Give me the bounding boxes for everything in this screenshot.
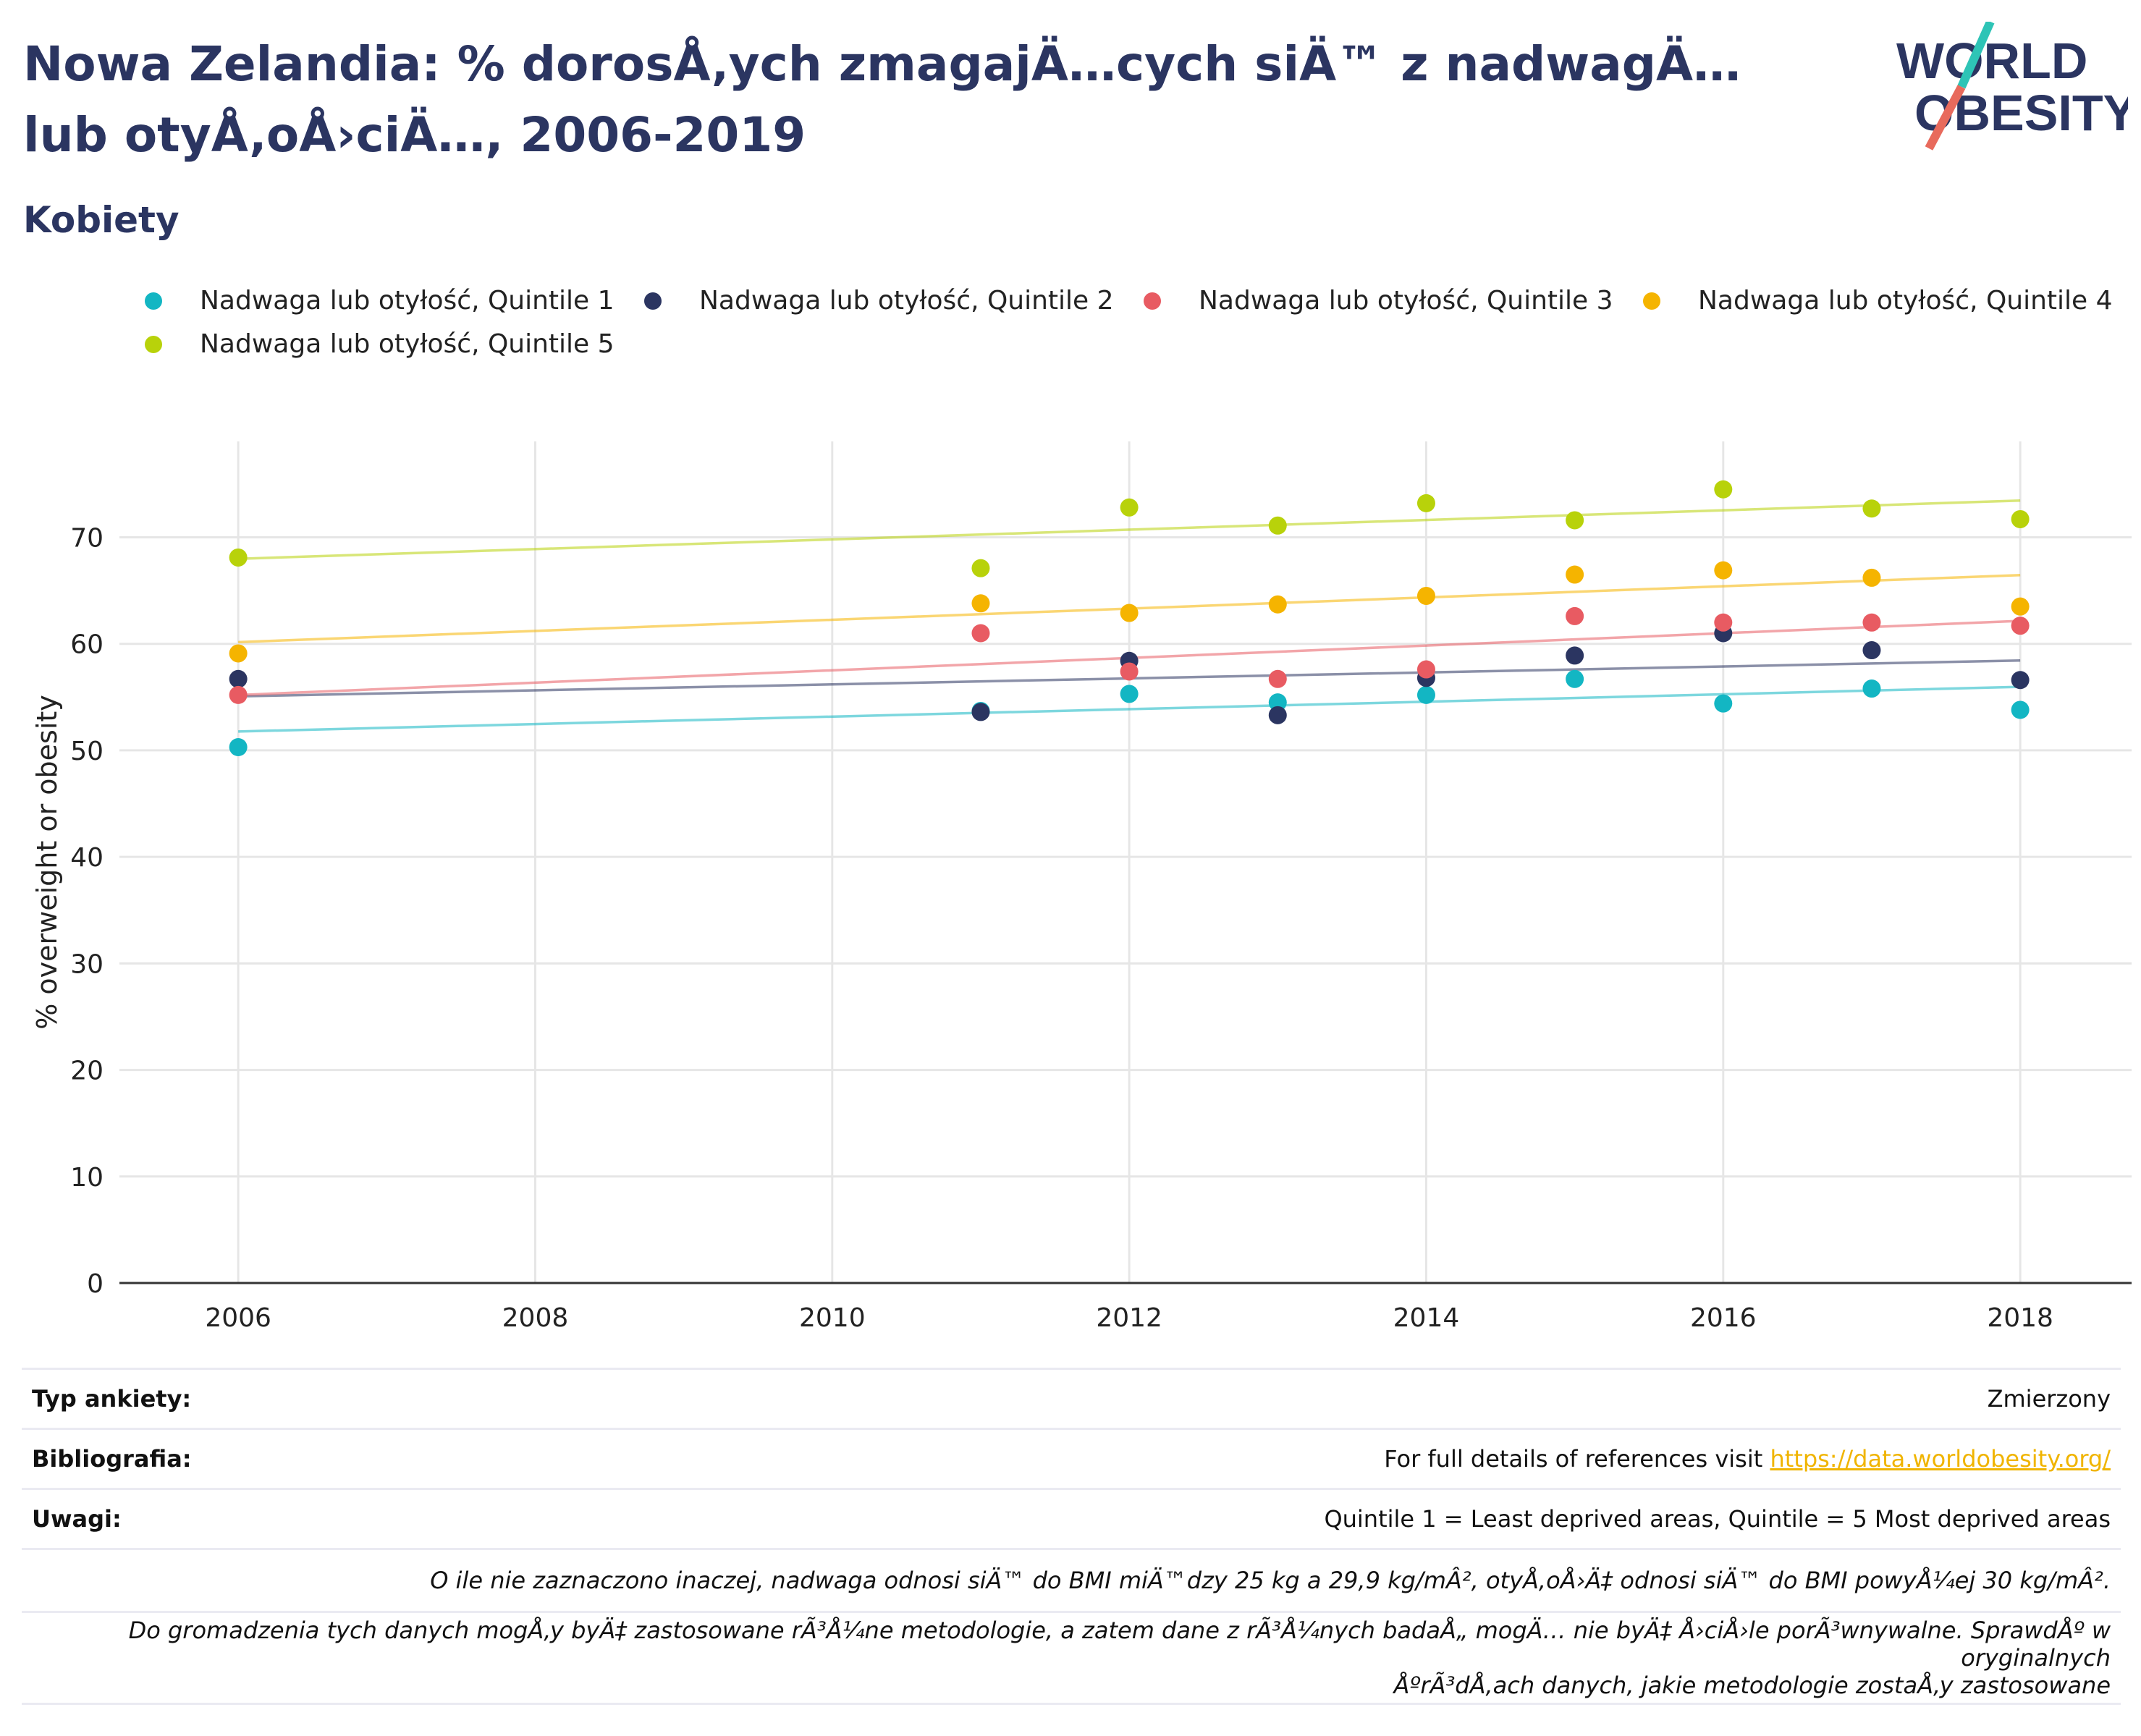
data-point-q4 [971, 594, 990, 613]
data-point-q3 [1566, 606, 1584, 625]
data-point-q5 [2011, 509, 2030, 528]
legend-dot-q2 [644, 292, 662, 310]
data-point-q3 [1120, 662, 1139, 681]
legend-label-q2: Nadwaga lub otyłość, Quintile 2 [699, 286, 1114, 316]
data-point-q2 [1268, 706, 1287, 724]
logo-slash-teal [1957, 22, 1995, 89]
data-point-q4 [1714, 561, 1733, 580]
data-point-q2 [1566, 646, 1584, 665]
x-tick-label: 2006 [205, 1303, 271, 1333]
y-tick-label: 70 [70, 523, 104, 553]
data-point-q4 [1862, 568, 1881, 587]
y-tick-label: 0 [87, 1269, 104, 1299]
references-link[interactable]: https://data.worldobesity.org/ [1770, 1445, 2111, 1473]
legend-label-q1: Nadwaga lub otyłość, Quintile 1 [200, 286, 615, 316]
footer-notes-row: Uwagi: Quintile 1 = Least deprived areas… [22, 1488, 2121, 1548]
data-point-q3 [1416, 660, 1435, 679]
data-point-q5 [971, 559, 990, 577]
data-point-q3 [971, 624, 990, 643]
data-point-q1 [1714, 694, 1733, 713]
data-point-q1 [1268, 693, 1287, 712]
data-point-q1 [1862, 679, 1881, 698]
data-point-q3 [1862, 613, 1881, 632]
y-tick-label: 10 [70, 1163, 104, 1193]
data-point-q5 [1268, 516, 1287, 535]
references-label: Bibliografia: [32, 1445, 192, 1473]
data-point-q4 [229, 644, 248, 663]
data-point-q4 [1268, 595, 1287, 614]
chart-footer: Typ ankiety: Zmierzony Bibliografia: For… [22, 1368, 2121, 1705]
data-point-q1 [1566, 669, 1584, 688]
notes-label: Uwagi: [32, 1505, 122, 1533]
data-point-q5 [1714, 480, 1733, 499]
x-tick-label: 2008 [502, 1303, 569, 1333]
x-tick-label: 2010 [799, 1303, 866, 1333]
data-point-q3 [1714, 613, 1733, 632]
logo-line1: WORLD [1896, 33, 2087, 89]
x-tick-label: 2014 [1393, 1303, 1460, 1333]
data-point-q2 [971, 703, 990, 721]
footer-references-row: Bibliografia: For full details of refere… [22, 1428, 2121, 1488]
legend-label-q5: Nadwaga lub otyłość, Quintile 5 [200, 329, 615, 359]
data-point-q5 [1120, 498, 1139, 517]
data-point-q1 [1120, 685, 1139, 703]
data-point-q4 [2011, 597, 2030, 616]
legend-item-q5[interactable]: Nadwaga lub otyłość, Quintile 5 [145, 329, 615, 359]
page-title: Nowa Zelandia: % dorosÅ‚ych zmagajÄ…cych… [23, 36, 1741, 163]
references-text: For full details of references visit [1384, 1445, 1770, 1473]
methods-note-line2: ÅºrÃ³dÅ‚ach danych, jakie metodologie zo… [1393, 1672, 2111, 1699]
data-point-q4 [1120, 604, 1139, 622]
legend-label-q3: Nadwaga lub otyłość, Quintile 3 [1199, 286, 1613, 316]
data-point-q1 [1416, 685, 1435, 704]
y-tick-label: 60 [70, 630, 104, 660]
scatter-chart: 0 10 20 30 40 50 60 70 2006 2008 2010 2012 2014 2016 2… [31, 441, 2132, 1333]
data-point-q3 [2011, 617, 2030, 635]
data-point-q1 [2011, 700, 2030, 719]
methods-note-line1: Do gromadzenia tych danych mogÅ‚y byÄ‡ z… [128, 1617, 2111, 1672]
y-tick-label: 30 [70, 949, 104, 979]
legend-dot-q4 [1643, 292, 1660, 310]
references-value: For full details of references visit htt… [1384, 1445, 2111, 1473]
y-tick-label: 20 [70, 1057, 104, 1086]
footer-methods-note-row: Do gromadzenia tych danych mogÅ‚y byÄ‡ z… [22, 1611, 2121, 1705]
data-point-q5 [1862, 499, 1881, 518]
data-point-q2 [229, 669, 248, 688]
page-subtitle: Kobiety [23, 199, 180, 241]
y-tick-label: 50 [70, 737, 104, 766]
legend-label-q4: Nadwaga lub otyłość, Quintile 4 [1698, 286, 2113, 316]
legend-dot-q5 [145, 335, 162, 353]
y-axis-label: % overweight or obesity [31, 695, 63, 1030]
world-obesity-logo: WORLD OBESITY [1896, 22, 2128, 151]
data-point-q2 [1862, 641, 1881, 660]
data-point-q5 [1566, 511, 1584, 530]
data-point-q4 [1566, 565, 1584, 584]
logo-slash-coral [1925, 85, 1966, 151]
trendline-q5 [238, 499, 2021, 560]
legend-dot-q1 [145, 292, 162, 310]
bmi-note: O ile nie zaznaczono inaczej, nadwaga od… [430, 1567, 2111, 1594]
x-tick-label: 2016 [1690, 1303, 1757, 1333]
data-point-q5 [1416, 494, 1435, 512]
data-point-q4 [1416, 586, 1435, 605]
data-point-q3 [229, 685, 248, 704]
survey-type-value: Zmierzony [1987, 1385, 2111, 1413]
trendline-q1 [238, 685, 2021, 733]
data-point-q3 [1268, 669, 1287, 688]
x-tick-label: 2012 [1096, 1303, 1162, 1333]
y-tick-label: 40 [70, 843, 104, 873]
x-tick-label: 2018 [1987, 1303, 2053, 1333]
legend-item-q1[interactable]: Nadwaga lub otyłość, Quintile 1 [145, 286, 615, 316]
footer-survey-type-row: Typ ankiety: Zmierzony [22, 1368, 2121, 1428]
legend-item-q4[interactable]: Nadwaga lub otyłość, Quintile 4 [1643, 286, 2113, 316]
legend-item-q3[interactable]: Nadwaga lub otyłość, Quintile 3 [1144, 286, 1613, 316]
data-point-q5 [229, 548, 248, 567]
notes-value: Quintile 1 = Least deprived areas, Quint… [1324, 1505, 2111, 1533]
legend-item-q2[interactable]: Nadwaga lub otyłość, Quintile 2 [644, 286, 1114, 316]
data-point-q2 [2011, 671, 2030, 690]
legend-dot-q3 [1144, 292, 1161, 310]
data-point-q1 [229, 738, 248, 757]
survey-type-label: Typ ankiety: [32, 1385, 192, 1413]
footer-bmi-note-row: O ile nie zaznaczono inaczej, nadwaga od… [22, 1548, 2121, 1611]
